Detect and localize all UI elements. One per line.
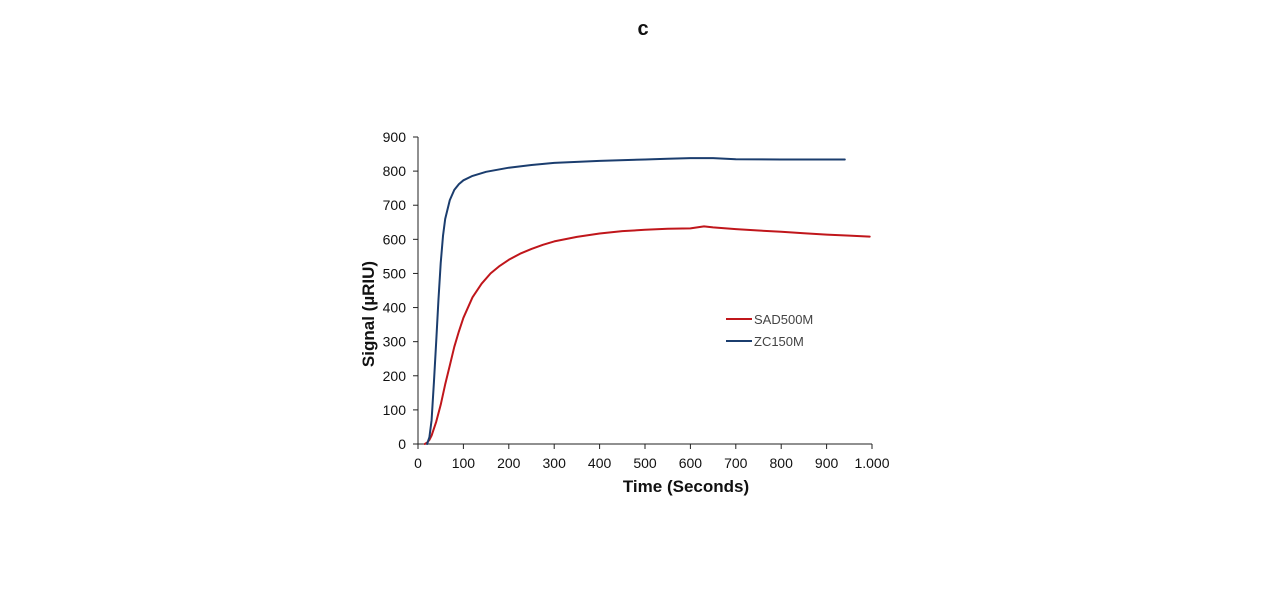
x-tick-label: 700 <box>724 455 748 471</box>
y-axis-title: Signal (µRIU) <box>359 261 378 367</box>
x-tick-label: 900 <box>815 455 839 471</box>
x-tick-label: 400 <box>588 455 612 471</box>
x-tick-label: 1.000 <box>854 455 889 471</box>
series-layer <box>423 157 871 445</box>
series-line-zc150m <box>426 157 846 445</box>
panel-label: c <box>637 18 649 40</box>
y-tick-label: 500 <box>383 265 407 281</box>
x-tick-label: 600 <box>679 455 703 471</box>
x-tick-label: 100 <box>452 455 476 471</box>
legend-label-zc150m: ZC150M <box>754 334 804 349</box>
x-tick-label: 0 <box>414 455 422 471</box>
x-axis-title: Time (Seconds) <box>623 477 749 496</box>
y-tick-label: 900 <box>383 129 407 145</box>
legend: SAD500M ZC150M <box>726 312 813 349</box>
series-line-sad500m <box>423 225 871 445</box>
y-tick-label: 0 <box>398 436 406 452</box>
y-tick-label: 200 <box>383 368 407 384</box>
axes: 0 100 200 300 400 500 600 700 800 900 0 100 200 300 40… <box>383 129 890 471</box>
legend-label-sad500m: SAD500M <box>754 312 813 327</box>
x-tick-label: 500 <box>633 455 657 471</box>
y-tick-label: 100 <box>383 402 407 418</box>
y-tick-label: 300 <box>383 334 407 350</box>
y-tick-label: 400 <box>383 300 407 316</box>
x-tick-label: 200 <box>497 455 521 471</box>
x-tick-label: 300 <box>543 455 567 471</box>
y-tick-label: 800 <box>383 163 407 179</box>
y-tick-label: 700 <box>383 197 407 213</box>
y-tick-label: 600 <box>383 231 407 247</box>
x-tick-label: 800 <box>770 455 794 471</box>
